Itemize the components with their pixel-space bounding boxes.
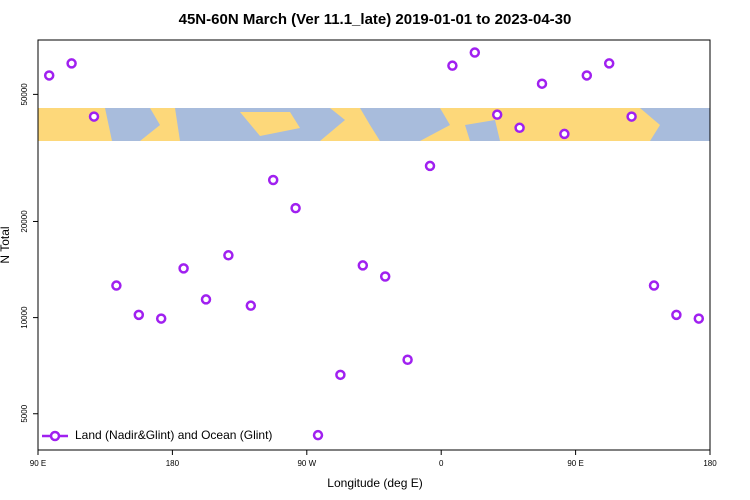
point xyxy=(447,60,458,71)
point xyxy=(603,58,615,69)
point xyxy=(312,429,324,441)
y-tick-label: 10000 xyxy=(20,306,29,329)
point xyxy=(514,122,525,134)
point xyxy=(536,78,548,89)
point xyxy=(290,202,301,214)
point xyxy=(559,128,570,140)
point xyxy=(267,174,279,186)
point xyxy=(469,47,481,58)
map-band xyxy=(38,108,710,141)
y-axis-label: N Total xyxy=(0,226,12,263)
point xyxy=(335,369,346,381)
legend-label: Land (Nadir&Glint) and Ocean (Glint) xyxy=(75,428,272,442)
point xyxy=(223,250,234,261)
x-tick-label: 90 W xyxy=(297,459,316,468)
y-tick-label: 20000 xyxy=(20,210,29,233)
point xyxy=(424,160,436,172)
point xyxy=(245,300,257,311)
point xyxy=(693,313,705,324)
point xyxy=(200,294,212,305)
point xyxy=(111,280,122,291)
x-tick-label: 90 E xyxy=(30,459,46,468)
point xyxy=(66,58,77,69)
plot-frame xyxy=(37,39,711,451)
point xyxy=(626,111,637,122)
point xyxy=(133,309,145,321)
point xyxy=(648,280,660,291)
point xyxy=(178,263,189,274)
x-tick-label: 180 xyxy=(166,459,180,468)
point xyxy=(491,109,503,120)
chart-title: 45N-60N March (Ver 11.1_late) 2019-01-01… xyxy=(179,11,572,28)
x-tick-label: 0 xyxy=(439,459,444,468)
point xyxy=(88,111,100,122)
point xyxy=(671,309,682,321)
point xyxy=(43,70,55,81)
legend-marker xyxy=(49,430,61,442)
x-tick-label: 90 E xyxy=(567,459,583,468)
point xyxy=(402,354,413,365)
point xyxy=(581,70,593,81)
y-tick-label: 50000 xyxy=(20,83,29,106)
point xyxy=(155,313,167,324)
x-axis-label: Longitude (deg E) xyxy=(327,476,422,490)
x-tick-label: 180 xyxy=(703,459,717,468)
point xyxy=(379,271,391,282)
y-tick-label: 5000 xyxy=(20,404,29,422)
point xyxy=(357,260,369,271)
